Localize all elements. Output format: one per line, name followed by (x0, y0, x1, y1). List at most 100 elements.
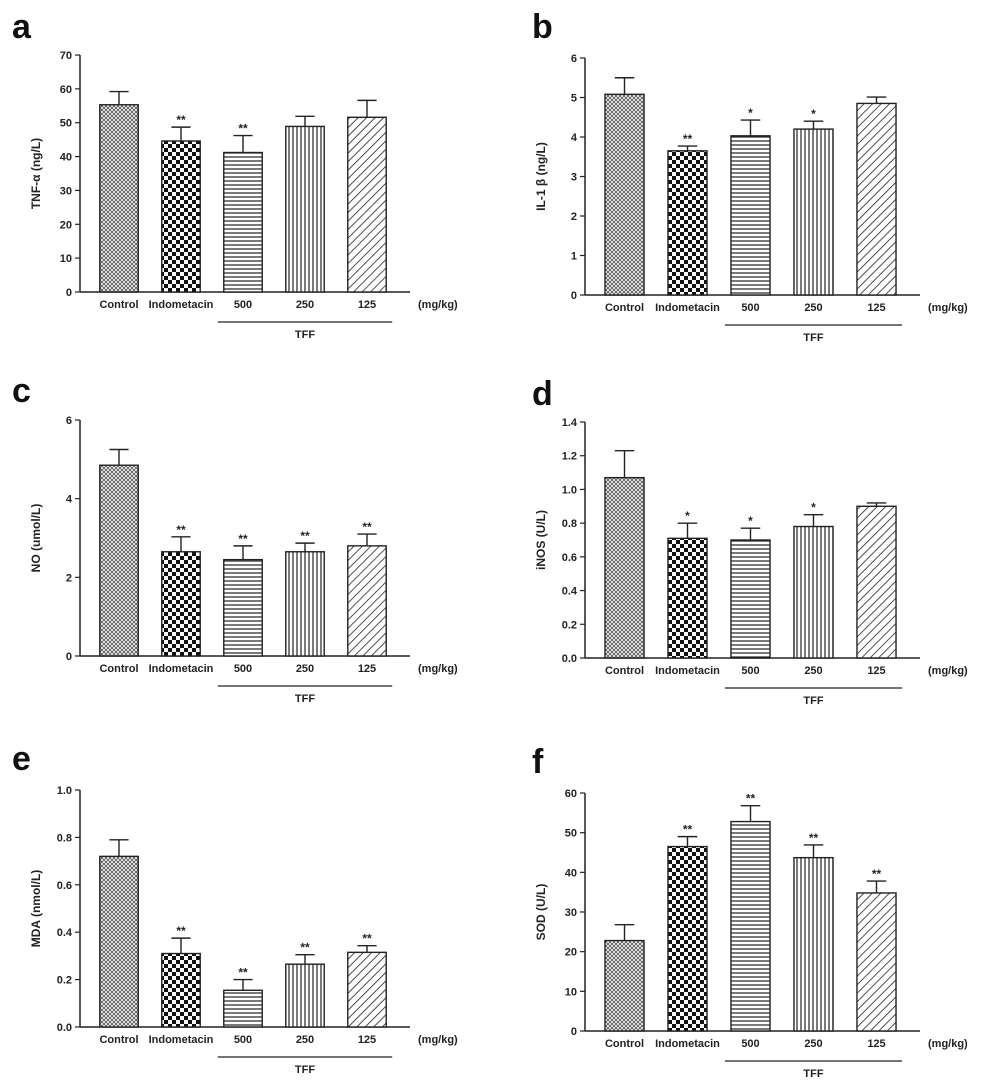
y-tick-label: 70 (60, 50, 72, 62)
y-tick-label: 1 (571, 251, 577, 263)
significance-marker: ** (809, 831, 819, 845)
category-label: 250 (804, 302, 822, 314)
category-label: 500 (234, 1034, 252, 1046)
chart-panel-f: f 0 10 20 30 40 50 60 SOD (U/L) Control ** Indometa… (532, 743, 968, 1080)
category-label: Control (99, 1034, 138, 1046)
bar-indometacin (667, 845, 708, 1032)
panel-letter: a (12, 8, 32, 46)
bar-250 (285, 963, 325, 1028)
y-tick-label: 0 (571, 290, 577, 302)
y-tick-label: 40 (60, 152, 72, 164)
group-label: TFF (803, 332, 823, 344)
y-tick-label: 0.8 (57, 832, 72, 844)
bar-control (99, 104, 139, 293)
panel-letter: c (12, 372, 31, 410)
y-tick-label: 1.0 (57, 785, 72, 797)
category-label: 125 (358, 1034, 376, 1046)
y-tick-label: 0 (571, 1026, 577, 1038)
y-tick-label: 0.2 (562, 619, 577, 631)
y-tick-label: 1.4 (562, 417, 578, 429)
y-axis-label: IL-1 β (ng/L) (534, 142, 548, 211)
category-label: 250 (804, 665, 822, 677)
category-label: 125 (358, 299, 376, 311)
y-tick-label: 4 (66, 494, 73, 506)
y-tick-label: 30 (60, 185, 72, 197)
y-tick-label: 30 (565, 907, 577, 919)
group-label: TFF (803, 1068, 823, 1080)
category-label: 500 (234, 299, 252, 311)
y-tick-label: 10 (60, 253, 72, 265)
bar-control (99, 855, 139, 1028)
category-label: 125 (867, 302, 885, 314)
bar-500 (730, 135, 771, 296)
bar-125 (856, 892, 897, 1032)
category-label: 125 (358, 663, 376, 675)
unit-label: (mg/kg) (418, 1034, 458, 1046)
significance-marker: ** (176, 924, 186, 938)
bar-125 (347, 116, 387, 293)
category-label: Indometacin (655, 1038, 720, 1050)
bar-250 (793, 128, 834, 296)
unit-label: (mg/kg) (418, 663, 458, 675)
category-label: Control (605, 302, 644, 314)
bar-125 (856, 505, 897, 659)
y-tick-label: 1.2 (562, 451, 577, 463)
bar-indometacin (161, 140, 201, 293)
y-tick-label: 6 (571, 53, 577, 65)
category-label: 250 (296, 299, 314, 311)
category-label: Indometacin (655, 665, 720, 677)
significance-marker: ** (683, 132, 693, 146)
category-label: 500 (741, 302, 759, 314)
category-label: 500 (741, 1038, 759, 1050)
category-label: Indometacin (149, 299, 214, 311)
category-label: 125 (867, 1038, 885, 1050)
bar-125 (856, 102, 897, 296)
bar-indometacin (161, 551, 201, 657)
chart-panel-c: c 0 2 4 6 NO (umol/L) Control ** Indometacin ** 50… (12, 372, 458, 705)
y-tick-label: 0 (66, 287, 72, 299)
y-tick-label: 4 (571, 132, 578, 144)
category-label: Control (605, 665, 644, 677)
category-label: 250 (804, 1038, 822, 1050)
category-label: Control (99, 663, 138, 675)
significance-marker: ** (362, 932, 372, 946)
chart-panel-a: a 0 10 20 30 40 50 60 70 TNF-α (ng/L) Control ** Ind… (12, 8, 458, 341)
group-label: TFF (803, 695, 823, 707)
y-tick-label: 5 (571, 93, 577, 105)
y-axis-label: TNF-α (ng/L) (29, 138, 43, 209)
significance-marker: ** (238, 532, 248, 546)
y-tick-label: 0 (66, 651, 72, 663)
bar-500 (730, 820, 771, 1032)
y-tick-label: 20 (60, 219, 72, 231)
chart-panel-e: e 0.0 0.2 0.4 0.6 0.8 1.0 MDA (nmol/L) Control **… (12, 740, 458, 1076)
category-label: Control (605, 1038, 644, 1050)
y-axis-label: NO (umol/L) (29, 504, 43, 573)
panel-letter: d (532, 375, 553, 413)
significance-marker: ** (746, 792, 756, 806)
significance-marker: * (748, 106, 753, 120)
category-label: Control (99, 299, 138, 311)
bar-500 (223, 989, 263, 1028)
bar-250 (285, 551, 325, 657)
category-label: 500 (234, 663, 252, 675)
significance-marker: * (748, 514, 753, 528)
bar-250 (793, 525, 834, 659)
unit-label: (mg/kg) (928, 302, 968, 314)
significance-marker: ** (238, 966, 248, 980)
y-tick-label: 0.0 (562, 653, 577, 665)
bar-indometacin (667, 537, 708, 659)
y-tick-label: 1.0 (562, 484, 577, 496)
bar-indometacin (161, 952, 201, 1028)
bar-control (604, 93, 645, 296)
group-label: TFF (295, 329, 315, 341)
significance-marker: ** (176, 523, 186, 537)
significance-marker: ** (176, 113, 186, 127)
panel-letter: e (12, 740, 31, 778)
significance-marker: * (811, 107, 816, 121)
bar-250 (285, 125, 325, 293)
y-tick-label: 50 (565, 828, 577, 840)
significance-marker: * (811, 501, 816, 515)
y-tick-label: 60 (565, 788, 577, 800)
panel-letter: f (532, 743, 544, 781)
